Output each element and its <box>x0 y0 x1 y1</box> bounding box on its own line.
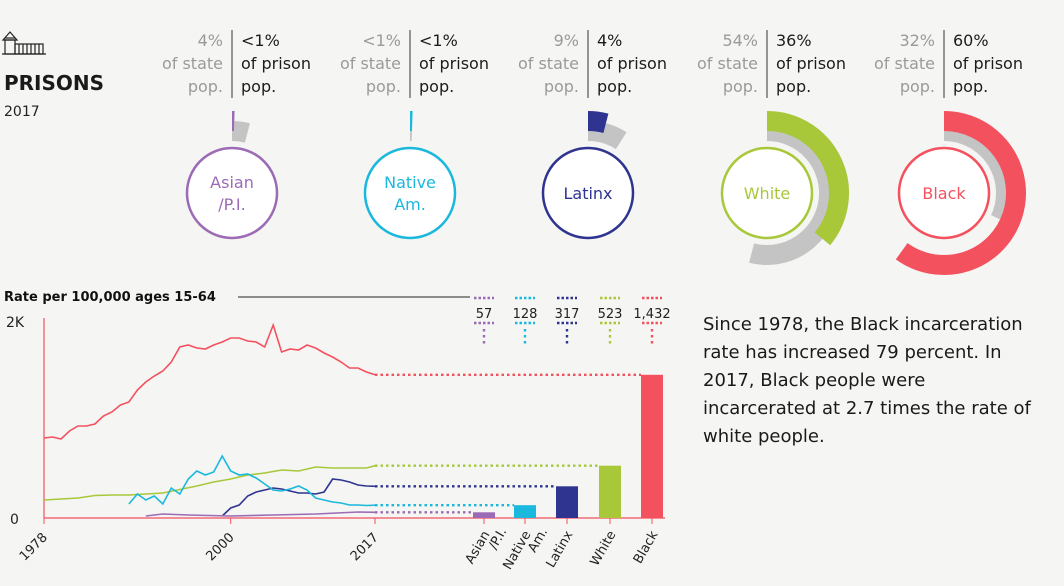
group-circle <box>541 146 635 240</box>
prison-pct-label: of prison <box>597 54 667 73</box>
state-share-arc <box>943 121 1016 224</box>
prison-pct: 4% <box>597 31 622 50</box>
y-tick-label: 0 <box>10 512 19 528</box>
state-pct-label: pop. <box>900 77 935 96</box>
group-circle <box>720 146 814 240</box>
prison-building-icon <box>1 31 46 55</box>
bar-category-label-part: White <box>588 529 620 569</box>
bar-value-label: 128 <box>513 307 538 322</box>
group-circle <box>897 146 991 240</box>
bar-value-label: 57 <box>476 307 493 322</box>
bar <box>599 465 621 518</box>
summary-paragraph: Since 1978, the Black incarceration rate … <box>703 314 1032 447</box>
bar-series: 57Asian/P.I.128NativeAm.317Latinx523Whit… <box>375 296 671 579</box>
state-pct-label: of state <box>874 54 935 73</box>
paragraph-line: 2017, Black people were <box>703 370 925 391</box>
prison-pct: <1% <box>241 31 280 50</box>
prison-pct: 60% <box>953 31 989 50</box>
group-label: White <box>744 184 791 203</box>
state-pct-label: of state <box>162 54 223 73</box>
bar-category-label: Black <box>631 528 662 566</box>
state-pct-label: of state <box>518 54 579 73</box>
group-label: Black <box>922 184 966 203</box>
bar-category-label-part: Asian <box>463 529 494 567</box>
state-pct-label: pop. <box>188 77 223 96</box>
population-rings: 4% of state pop. <1% of prison pop. Asian/P.I.… <box>162 30 1026 275</box>
bar-category-label: White <box>588 529 620 569</box>
x-ticks: 1978 2000 2017 <box>17 518 382 564</box>
prison-pct-label: pop. <box>419 77 454 96</box>
prison-share-arc <box>587 110 609 134</box>
state-pct-label: of state <box>340 54 401 73</box>
state-share-arc <box>587 121 627 150</box>
bar <box>556 486 578 518</box>
group-latinx: 9% of state pop. 4% of prison pop. Latinx <box>518 30 667 240</box>
x-tick-label: 2000 <box>204 530 238 564</box>
prison-pct-label: of prison <box>419 54 489 73</box>
state-pct-label: pop. <box>723 77 758 96</box>
state-pct-label: pop. <box>544 77 579 96</box>
prison-pct-label: of prison <box>241 54 311 73</box>
group-circle <box>363 146 457 240</box>
bar-value-label: 523 <box>598 307 623 322</box>
bar-category-label-part: /P.I. <box>486 525 510 552</box>
state-pct: 54% <box>722 31 758 50</box>
state-share-arc <box>749 121 839 265</box>
series-line-latinx <box>221 478 376 517</box>
group-asian: 4% of state pop. <1% of prison pop. Asian/P.I. <box>162 30 311 240</box>
prison-pct-label: pop. <box>241 77 276 96</box>
group-circle <box>185 146 279 240</box>
y-tick-label: 2K <box>6 315 25 331</box>
paragraph-line: white people. <box>703 426 825 447</box>
state-pct-label: pop. <box>366 77 401 96</box>
prison-share-arc <box>766 111 849 246</box>
series-line-asian-p-i- <box>145 511 376 517</box>
bar-category-label-part: Black <box>631 528 662 566</box>
state-pct: <1% <box>362 31 401 50</box>
bar-category-label-part: Am. <box>525 525 551 555</box>
state-pct-label: of state <box>697 54 758 73</box>
line-series <box>43 322 376 517</box>
group-native: <1% of state pop. <1% of prison pop. Native Am. <box>340 30 489 240</box>
page-title: PRISONS <box>4 71 104 95</box>
prison-share-arc <box>895 111 1026 275</box>
group-white: 54% of state pop. 36% of prison pop. White <box>697 30 849 265</box>
bar-value-label: 317 <box>555 307 580 322</box>
prison-pct: 36% <box>776 31 812 50</box>
group-label: Am. <box>394 195 426 214</box>
paragraph-line: incarcerated at 2.7 times the rate of <box>703 398 1032 419</box>
group-label: Native <box>384 173 436 192</box>
y-axis-label: Rate per 100,000 ages 15-64 <box>4 290 216 305</box>
page-year: 2017 <box>4 104 40 120</box>
bar <box>641 374 663 518</box>
series-line-native-am- <box>128 454 376 507</box>
group-label: /P.I. <box>218 195 245 214</box>
prison-pct-label: of prison <box>776 54 846 73</box>
state-pct: 9% <box>554 31 579 50</box>
state-share-arc <box>231 121 250 143</box>
state-pct: 32% <box>899 31 935 50</box>
prison-pct-label: pop. <box>776 77 811 96</box>
group-label: Asian <box>210 173 254 192</box>
bar-category-label: NativeAm. <box>500 519 551 579</box>
series-line-black <box>43 322 376 440</box>
prison-pct-label: pop. <box>597 77 632 96</box>
bar <box>514 505 536 518</box>
bar-value-label: 1,432 <box>633 307 670 322</box>
x-tick-label: 1978 <box>17 530 51 564</box>
bar <box>473 512 495 518</box>
prison-pct-label: of prison <box>953 54 1023 73</box>
prison-pct: <1% <box>419 31 458 50</box>
paragraph-line: Since 1978, the Black incarceration <box>703 314 1023 335</box>
group-black: 32% of state pop. 60% of prison pop. Black <box>874 30 1026 275</box>
state-pct: 4% <box>198 31 223 50</box>
prison-pct-label: pop. <box>953 77 988 96</box>
x-tick-label: 2017 <box>348 530 382 564</box>
series-line-white <box>43 464 376 501</box>
paragraph-line: rate has increased 79 percent. In <box>703 342 1002 363</box>
group-label: Latinx <box>563 184 612 203</box>
